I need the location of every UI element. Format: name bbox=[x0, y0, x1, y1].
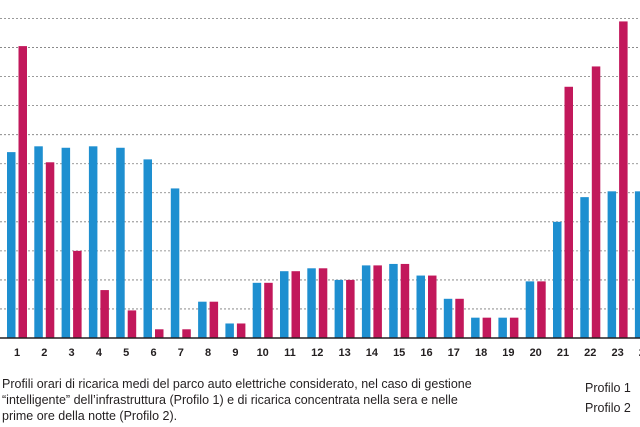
x-tick-label: 1 bbox=[14, 347, 20, 359]
bar-profilo-2-11 bbox=[291, 271, 300, 338]
bar-profilo-2-5 bbox=[127, 310, 137, 338]
x-tick-label: 19 bbox=[502, 347, 514, 359]
bar-profilo-2-8 bbox=[209, 301, 219, 338]
bar-profilo-2-14 bbox=[373, 265, 382, 338]
x-tick-label: 6 bbox=[150, 347, 156, 359]
x-tick-label: 3 bbox=[69, 347, 75, 359]
bar-profilo-1-6 bbox=[143, 159, 152, 338]
bar-profilo-2-9 bbox=[236, 323, 246, 338]
grid-lines bbox=[0, 18, 640, 310]
x-tick-label: 2 bbox=[41, 347, 47, 359]
bar-profilo-2-17 bbox=[455, 298, 464, 338]
x-tick-label: 14 bbox=[366, 347, 379, 359]
bar-profilo-2-19 bbox=[509, 317, 519, 338]
x-tick-label: 7 bbox=[178, 347, 184, 359]
x-tick-label: 9 bbox=[232, 347, 238, 359]
bar-profilo-2-3 bbox=[73, 250, 82, 338]
bar-profilo-2-13 bbox=[346, 279, 355, 338]
bar-profilo-1-5 bbox=[116, 147, 125, 338]
x-tick-label: 24 bbox=[639, 347, 640, 359]
bar-profilo-2-20 bbox=[537, 281, 546, 338]
bar-profilo-2-1 bbox=[18, 46, 27, 339]
bar-profilo-1-7 bbox=[170, 188, 180, 338]
x-tick-label: 18 bbox=[475, 347, 487, 359]
bar-profilo-2-6 bbox=[155, 329, 164, 338]
bar-profilo-1-16 bbox=[416, 275, 425, 338]
x-tick-label: 22 bbox=[584, 347, 596, 359]
bar-profilo-2-22 bbox=[591, 66, 601, 338]
bar-profilo-2-23 bbox=[619, 21, 628, 338]
legend-item-profilo-2: Profilo 2 bbox=[585, 401, 631, 415]
x-tick-label: 20 bbox=[530, 347, 542, 359]
bar-profilo-1-24 bbox=[634, 191, 640, 338]
bar-profilo-2-16 bbox=[428, 275, 437, 338]
x-tick-label: 23 bbox=[611, 347, 623, 359]
bar-profilo-2-4 bbox=[100, 290, 109, 338]
x-tick-label: 11 bbox=[284, 347, 296, 359]
bar-profilo-1-13 bbox=[334, 279, 344, 338]
bar-profilo-1-3 bbox=[61, 147, 71, 338]
bar-profilo-2-12 bbox=[318, 268, 328, 338]
bar-profilo-1-23 bbox=[607, 191, 617, 338]
bar-profilo-2-18 bbox=[482, 317, 492, 338]
bar-profilo-1-8 bbox=[198, 301, 207, 338]
bar-profilo-1-2 bbox=[34, 146, 43, 338]
bars bbox=[7, 21, 640, 339]
bar-chart: 123456789101112131415161718192021222324 bbox=[0, 18, 640, 359]
x-tick-label: 16 bbox=[420, 347, 432, 359]
x-tick-label: 10 bbox=[257, 347, 269, 359]
bar-profilo-1-18 bbox=[471, 317, 480, 338]
bar-profilo-2-2 bbox=[45, 162, 55, 338]
chart-caption: Profili orari di ricarica medi del parco… bbox=[2, 377, 472, 423]
bar-profilo-2-21 bbox=[564, 86, 573, 338]
bar-profilo-1-20 bbox=[525, 281, 535, 338]
x-tick-label: 12 bbox=[311, 347, 323, 359]
bar-profilo-1-17 bbox=[443, 298, 453, 338]
x-tick-labels: 123456789101112131415161718192021222324 bbox=[14, 347, 640, 359]
bar-profilo-1-12 bbox=[307, 268, 316, 338]
x-tick-label: 17 bbox=[448, 347, 460, 359]
bar-profilo-1-10 bbox=[252, 282, 262, 338]
x-tick-label: 13 bbox=[338, 347, 350, 359]
bar-profilo-1-15 bbox=[389, 263, 398, 338]
x-tick-label: 5 bbox=[123, 347, 129, 359]
bar-profilo-1-1 bbox=[7, 152, 16, 338]
bar-profilo-2-15 bbox=[400, 263, 410, 338]
legend: Profilo 1 Profilo 2 bbox=[585, 378, 631, 418]
bar-profilo-2-7 bbox=[182, 329, 191, 338]
bar-profilo-2-10 bbox=[264, 282, 273, 338]
x-tick-label: 4 bbox=[96, 347, 103, 359]
bar-profilo-1-11 bbox=[280, 271, 289, 338]
bar-profilo-1-22 bbox=[580, 197, 589, 338]
x-tick-label: 21 bbox=[557, 347, 569, 359]
bar-profilo-1-19 bbox=[498, 317, 507, 338]
bar-profilo-1-14 bbox=[361, 265, 371, 338]
bar-profilo-1-21 bbox=[553, 221, 562, 338]
x-tick-label: 15 bbox=[393, 347, 405, 359]
bar-profilo-1-4 bbox=[88, 146, 98, 338]
bar-profilo-1-9 bbox=[225, 323, 234, 338]
x-tick-label: 8 bbox=[205, 347, 211, 359]
legend-item-profilo-1: Profilo 1 bbox=[585, 381, 631, 395]
